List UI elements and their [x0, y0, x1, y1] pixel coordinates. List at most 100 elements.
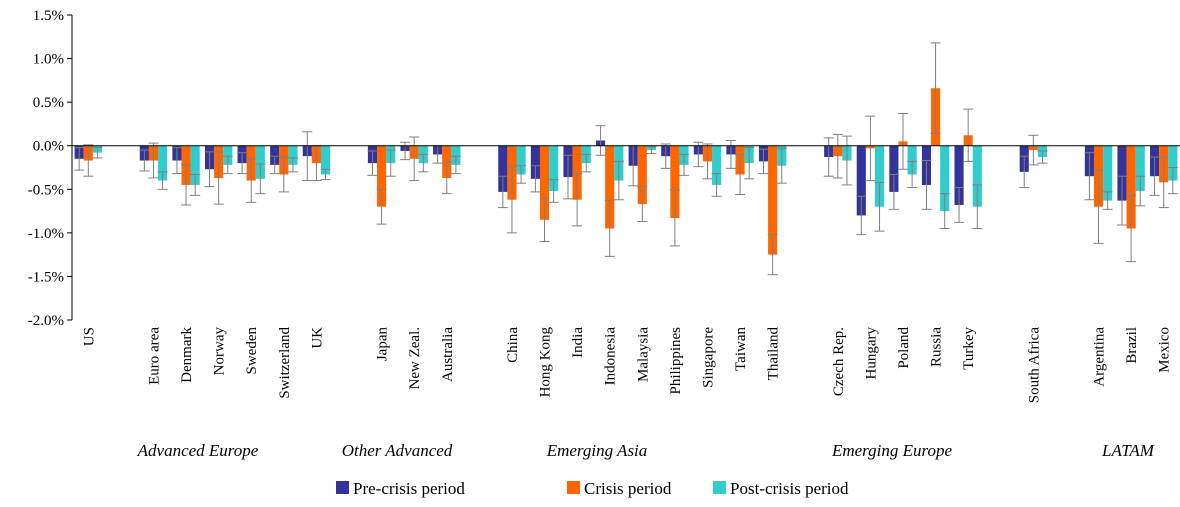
x-tick-label: US: [81, 327, 97, 346]
bar: [549, 145, 559, 192]
error-bar: [725, 139, 736, 169]
x-tick-label: Japan: [375, 327, 391, 362]
error-bar: [139, 149, 150, 172]
bar: [1103, 145, 1113, 201]
error-bar: [637, 186, 648, 223]
error-bar: [702, 143, 713, 180]
error-bar: [954, 187, 965, 223]
error-bar: [972, 184, 983, 229]
error-bar: [516, 165, 527, 184]
bar: [288, 145, 298, 165]
error-bar: [841, 135, 852, 186]
x-tick-label: China: [505, 327, 521, 363]
y-tick-label: 1.5%: [33, 8, 64, 24]
error-bar: [776, 147, 787, 184]
error-bar: [385, 149, 396, 177]
error-bar: [302, 131, 313, 182]
error-bar: [832, 133, 843, 179]
x-tick-label: Poland: [896, 327, 912, 369]
bar: [874, 145, 885, 207]
error-bar: [237, 152, 248, 175]
bar: [270, 145, 280, 165]
error-bar: [148, 142, 159, 179]
error-bar: [1167, 167, 1178, 195]
error-bar: [1019, 155, 1030, 189]
error-bar: [320, 168, 331, 181]
x-tick-label: Turkey: [961, 327, 977, 370]
bar: [1126, 145, 1136, 229]
bar: [940, 145, 950, 212]
bar: [856, 145, 866, 216]
error-bar: [548, 179, 559, 203]
bar: [670, 145, 680, 219]
x-tick-label: Brazil: [1124, 327, 1140, 364]
y-tick-label: -1.5%: [28, 269, 64, 285]
bar: [712, 145, 722, 185]
error-bar: [1093, 169, 1104, 244]
group-label: Advanced Europe: [137, 441, 259, 460]
error-bar: [246, 158, 257, 203]
bar: [637, 145, 647, 205]
group-label: Emerging Asia: [546, 441, 648, 460]
bar: [451, 145, 461, 165]
x-tick-label: Sweden: [244, 327, 260, 375]
bar: [972, 145, 982, 207]
error-bar: [497, 175, 508, 209]
error-bar: [823, 137, 834, 177]
legend-swatch: [336, 481, 349, 494]
error-bar: [409, 136, 420, 182]
bar: [498, 145, 508, 192]
x-tick-label: Philippines: [668, 327, 684, 395]
error-bar: [287, 157, 298, 173]
error-bar: [74, 146, 85, 171]
y-tick-label: 1.0%: [33, 52, 64, 68]
error-bar: [204, 151, 215, 188]
x-tick-label: New Zeal.: [407, 327, 423, 389]
error-bar: [767, 234, 778, 276]
error-bar: [1158, 156, 1169, 209]
x-tick-label: Taiwan: [733, 327, 749, 371]
error-bar: [1028, 134, 1039, 166]
group-label: Other Advanced: [342, 441, 453, 460]
error-bar: [888, 173, 899, 210]
x-tick-label: Switzerland: [277, 327, 293, 399]
legend-label: Pre-crisis period: [353, 479, 465, 498]
x-tick-label: India: [570, 327, 586, 358]
error-bar: [939, 193, 950, 229]
bar: [1168, 145, 1178, 181]
bar: [377, 145, 387, 207]
y-tick-label: 0.5%: [33, 95, 64, 111]
error-bar: [921, 160, 932, 210]
error-bar: [572, 173, 583, 227]
error-bar: [376, 188, 387, 225]
error-bar: [898, 112, 908, 170]
bar: [1135, 145, 1145, 192]
x-tick-label: Argentina: [1092, 327, 1108, 387]
error-bar: [1126, 194, 1137, 263]
y-tick-label: 0.0%: [33, 139, 64, 155]
error-bar: [693, 141, 704, 168]
error-bar: [1037, 150, 1048, 164]
group-label: Emerging Europe: [831, 441, 953, 460]
bar: [572, 145, 582, 200]
x-tick-label: Hong Kong: [538, 327, 554, 398]
x-tick-label: UK: [309, 327, 325, 349]
x-tick-label: Malaysia: [635, 327, 651, 382]
bar: [1117, 145, 1127, 201]
x-tick-label: Indonesia: [603, 327, 619, 386]
y-tick-label: -1.0%: [28, 226, 64, 242]
error-bar: [530, 165, 541, 193]
error-bar: [758, 148, 769, 175]
x-tick-label: Denmark: [179, 327, 195, 383]
error-bar: [744, 146, 755, 180]
error-bar: [907, 160, 918, 189]
error-bar: [874, 181, 885, 232]
error-bar: [646, 146, 657, 155]
x-tick-label: Mexico: [1157, 327, 1173, 373]
error-bar: [506, 166, 517, 234]
legend-swatch: [713, 481, 726, 494]
x-tick-label: South Africa: [1026, 327, 1042, 404]
error-bar: [1135, 175, 1146, 207]
error-bar: [562, 154, 573, 200]
